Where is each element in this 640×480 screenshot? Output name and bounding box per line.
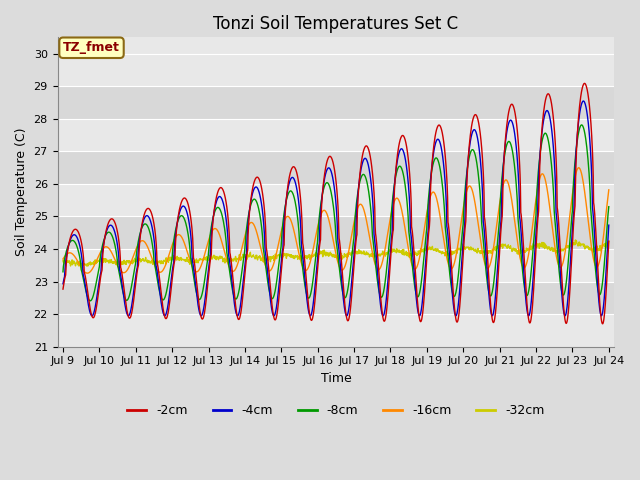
Bar: [58, 314, 614, 347]
-32cm: [83, 263, 91, 269]
-8cm: [168, 259, 175, 265]
-32cm: [540, 240, 548, 246]
-16cm: [605, 187, 612, 192]
-32cm: [421, 247, 429, 252]
-4cm: [380, 313, 387, 319]
-2cm: [241, 265, 249, 271]
Bar: [58, 216, 614, 249]
-4cm: [180, 204, 188, 209]
-8cm: [492, 256, 500, 262]
Bar: [58, 249, 614, 282]
-2cm: [540, 107, 548, 112]
-32cm: [168, 257, 175, 263]
Bar: [58, 119, 614, 151]
Bar: [58, 86, 614, 119]
-4cm: [59, 281, 67, 287]
-8cm: [605, 204, 612, 210]
-16cm: [492, 227, 500, 232]
-16cm: [181, 241, 189, 247]
-16cm: [242, 230, 250, 236]
-4cm: [605, 222, 612, 228]
Bar: [58, 184, 614, 216]
Line: -8cm: -8cm: [63, 125, 609, 301]
Text: TZ_fmet: TZ_fmet: [63, 41, 120, 54]
Line: -4cm: -4cm: [63, 101, 609, 316]
-4cm: [241, 257, 249, 263]
-8cm: [242, 233, 250, 239]
Line: -2cm: -2cm: [63, 84, 609, 324]
-16cm: [59, 256, 67, 262]
-2cm: [167, 287, 175, 292]
Bar: [58, 54, 614, 86]
-4cm: [540, 114, 548, 120]
-2cm: [180, 195, 188, 201]
-8cm: [578, 122, 586, 128]
-2cm: [420, 290, 428, 296]
Title: Tonzi Soil Temperatures Set C: Tonzi Soil Temperatures Set C: [213, 15, 458, 33]
-32cm: [181, 258, 189, 264]
-32cm: [605, 238, 612, 244]
-32cm: [242, 254, 250, 260]
-16cm: [168, 244, 175, 250]
-2cm: [492, 307, 500, 313]
-8cm: [421, 245, 429, 251]
-16cm: [83, 270, 91, 276]
Bar: [58, 282, 614, 314]
-2cm: [59, 286, 67, 292]
X-axis label: Time: Time: [321, 372, 351, 385]
-2cm: [605, 239, 612, 244]
-2cm: [599, 321, 607, 327]
-8cm: [540, 131, 548, 137]
-2cm: [580, 81, 588, 86]
-8cm: [59, 269, 67, 275]
-4cm: [421, 269, 429, 275]
-32cm: [492, 243, 500, 249]
-8cm: [181, 217, 189, 223]
-8cm: [86, 298, 94, 304]
-4cm: [580, 98, 588, 104]
-16cm: [540, 174, 548, 180]
-4cm: [492, 285, 500, 291]
-32cm: [572, 237, 579, 243]
Line: -16cm: -16cm: [63, 168, 609, 273]
Y-axis label: Soil Temperature (C): Soil Temperature (C): [15, 128, 28, 256]
-16cm: [421, 223, 429, 228]
-4cm: [167, 278, 175, 284]
Line: -32cm: -32cm: [63, 240, 609, 266]
Bar: [58, 151, 614, 184]
-32cm: [59, 258, 67, 264]
Legend: -2cm, -4cm, -8cm, -16cm, -32cm: -2cm, -4cm, -8cm, -16cm, -32cm: [122, 399, 550, 422]
-16cm: [575, 165, 582, 170]
